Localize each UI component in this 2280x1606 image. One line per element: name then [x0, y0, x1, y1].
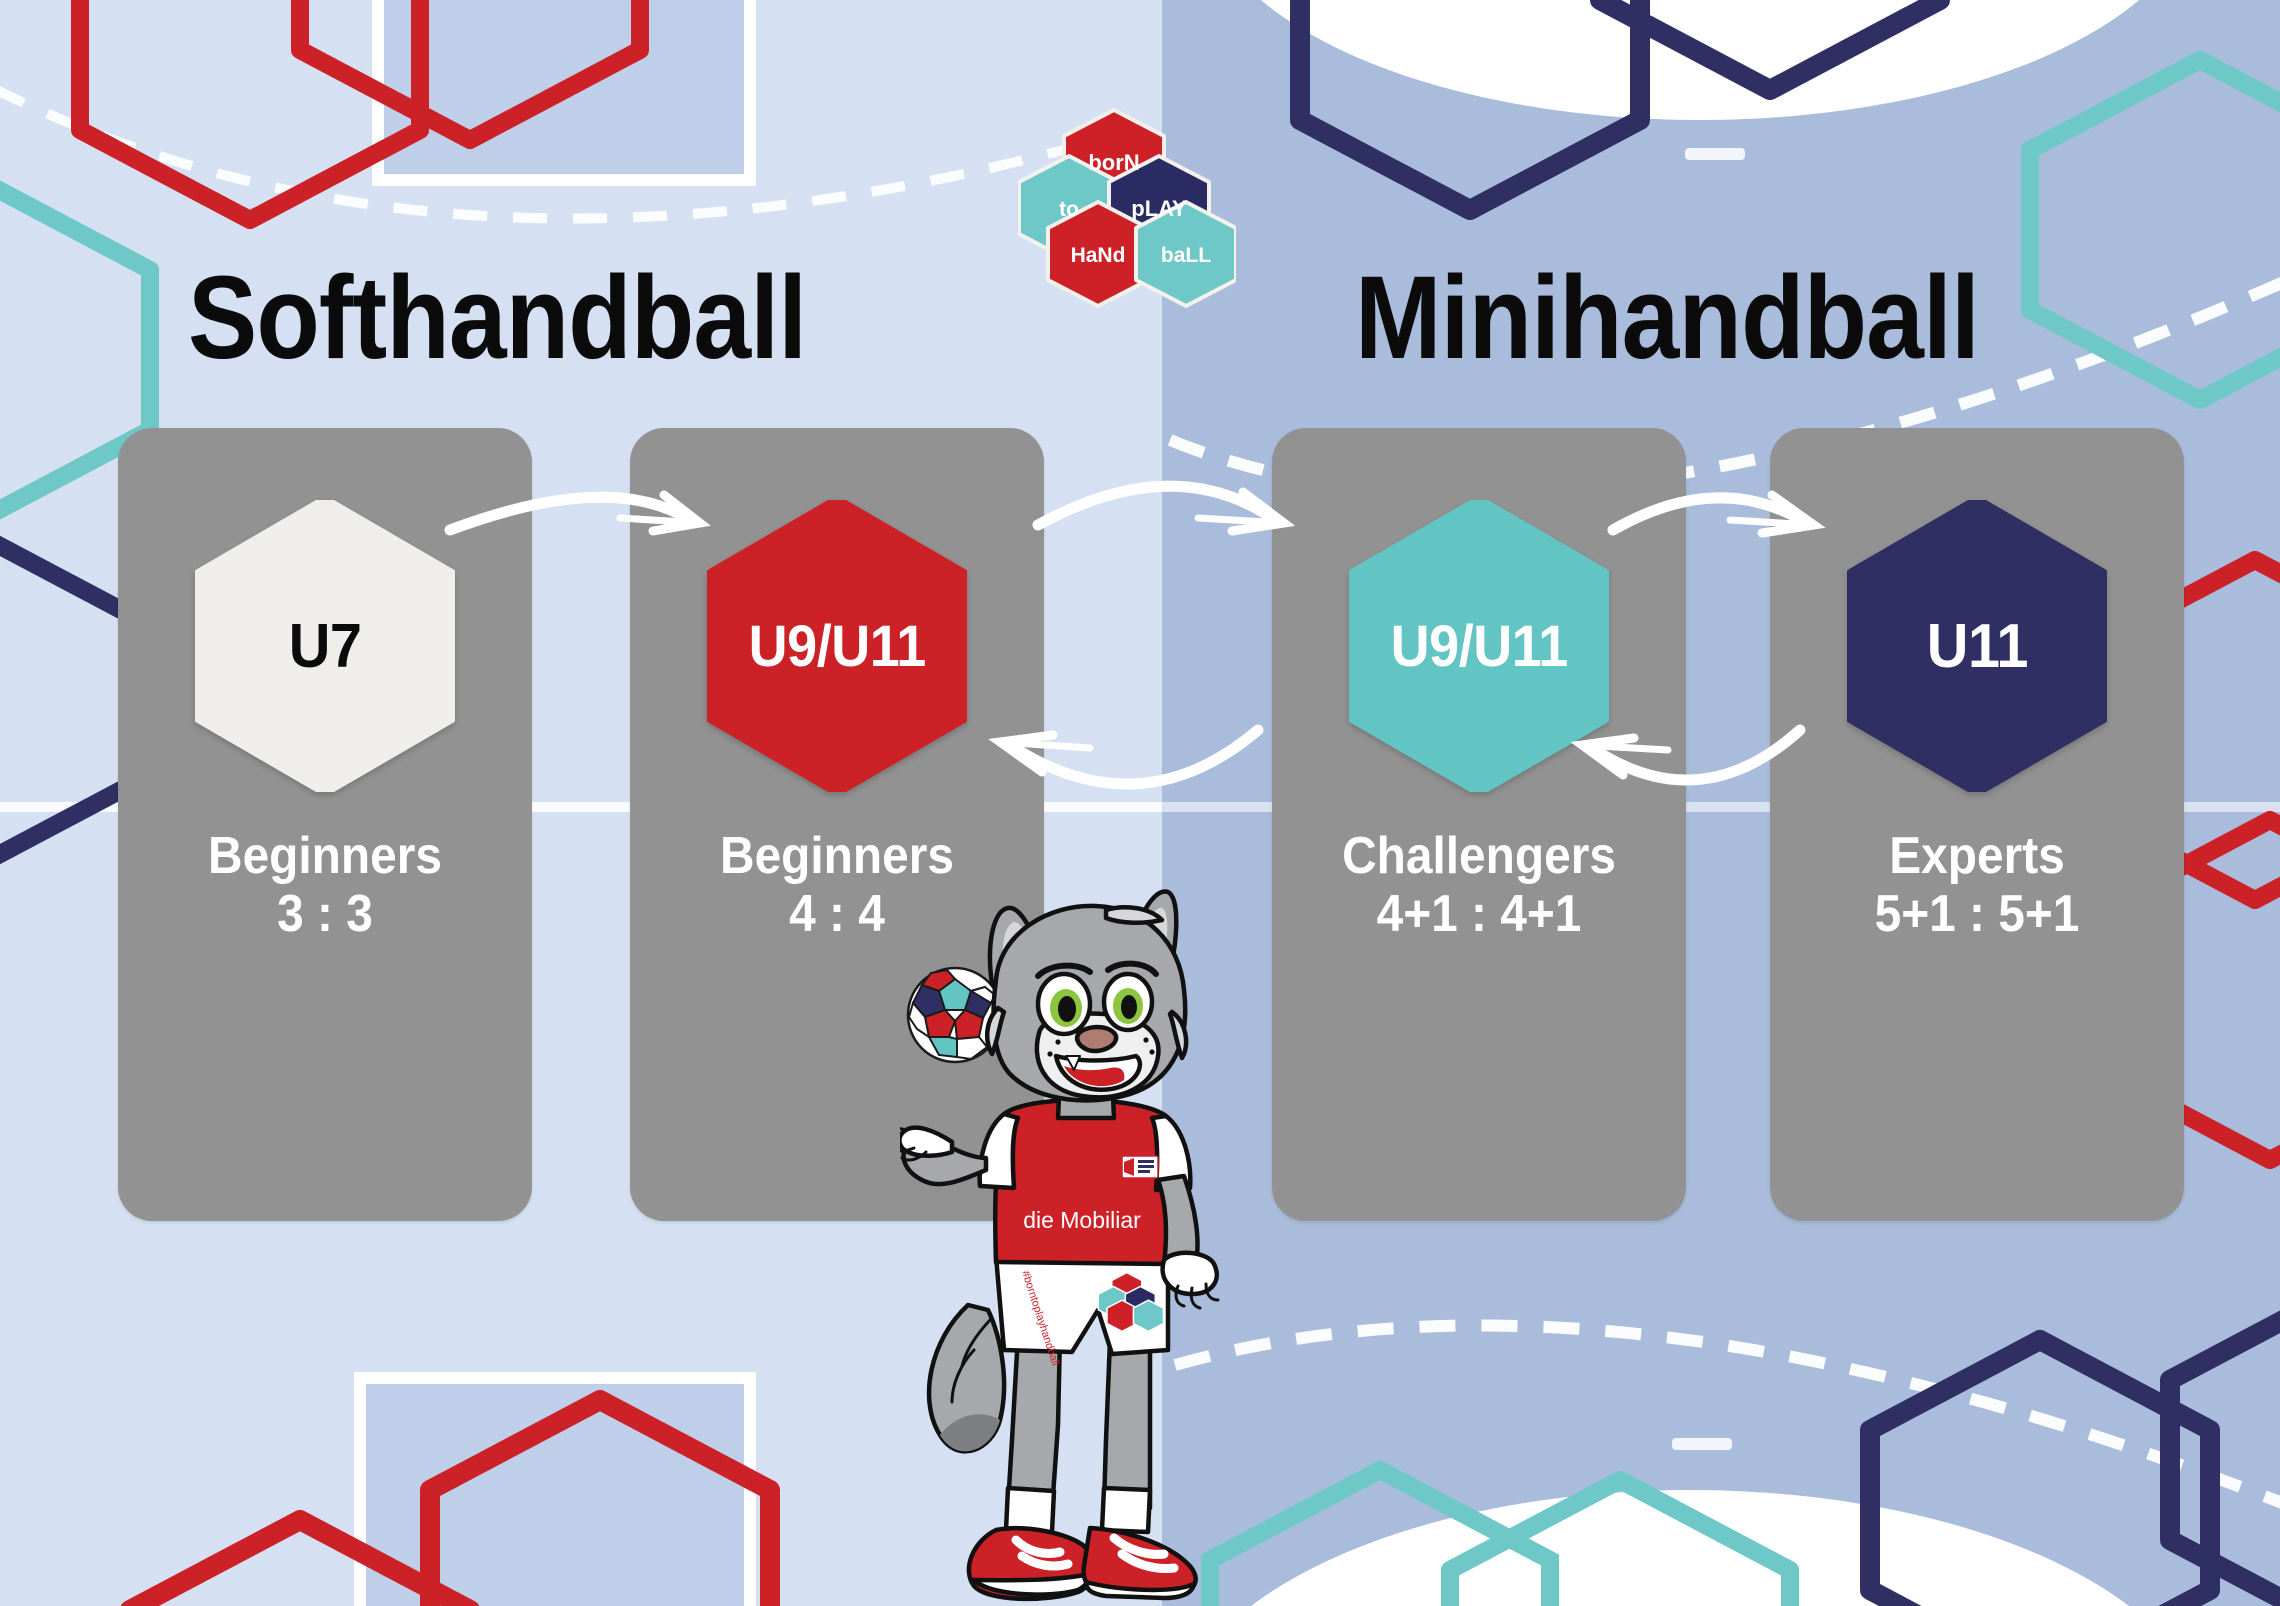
card-caption-u7: Beginners 3 : 3	[118, 828, 532, 946]
card-u9-u11-soft[interactable]: U9/U11 Beginners 4 : 4	[630, 428, 1044, 1221]
logo-text-hand: HaNd	[1071, 244, 1126, 267]
hexagon-u9-u11-soft: U9/U11	[707, 500, 967, 792]
hexagon-u7: U7	[195, 500, 455, 792]
card-role-u9-u11-soft: Beginners	[720, 827, 954, 885]
mascot-hand-right	[1160, 1250, 1219, 1297]
hex-container-u11: U11	[1770, 486, 2184, 806]
card-count-u7: 3 : 3	[277, 885, 373, 944]
logo-text-ball: baLL	[1161, 244, 1211, 267]
hex-label-u9-u11-soft: U9/U11	[748, 613, 926, 679]
mascot-shorts-logo	[1097, 1271, 1165, 1333]
hex-outline-teal-bottom-left	[1201, 1459, 1559, 1606]
court-markings-right	[1162, 0, 2280, 1606]
hex-label-u11: U11	[1926, 611, 2028, 681]
mascot-jersey-badge	[1121, 1155, 1159, 1179]
logo-text-to: to	[1059, 198, 1079, 221]
card-count-u9-u11-mini: 4+1 : 4+1	[1376, 885, 1582, 944]
born-to-play-handball-logo: borN to pLAY HaNd baLL	[1017, 108, 1238, 308]
card-role-u11: Experts	[1889, 827, 2065, 885]
hex-container-u7: U7	[118, 486, 532, 806]
logo-text-play: pLAY	[1131, 196, 1187, 221]
title-minihandball: Minihandball	[1355, 252, 1980, 384]
cat-mascot: die Mobiliar #borntoplayhandball	[900, 889, 1220, 1602]
logo-text-born: borN	[1088, 150, 1139, 175]
card-u11[interactable]: U11 Experts 5+1 : 5+1	[1770, 428, 2184, 1221]
card-role-u7: Beginners	[208, 827, 442, 885]
mascot-jersey	[993, 1097, 1178, 1267]
card-caption-u9-u11-mini: Challengers 4+1 : 4+1	[1272, 828, 1686, 946]
handball	[906, 966, 1004, 1064]
hex-container-u9-u11-soft: U9/U11	[630, 486, 1044, 806]
hex-container-u9-u11-mini: U9/U11	[1272, 486, 1686, 806]
hex-label-u9-u11-mini: U9/U11	[1390, 613, 1568, 679]
card-caption-u11: Experts 5+1 : 5+1	[1770, 828, 2184, 946]
hexagon-u9-u11-mini: U9/U11	[1349, 500, 1609, 792]
card-role-u9-u11-mini: Challengers	[1342, 827, 1616, 885]
hex-label-u7: U7	[288, 611, 362, 681]
card-count-u11: 5+1 : 5+1	[1874, 885, 2080, 944]
card-u7[interactable]: U7 Beginners 3 : 3	[118, 428, 532, 1221]
mascot-leg-right	[1101, 1337, 1153, 1511]
card-count-u9-u11-soft: 4 : 4	[789, 885, 885, 944]
title-softhandball: Softhandball	[188, 252, 807, 384]
mascot-nose	[1075, 1024, 1119, 1054]
card-caption-u9-u11-soft: Beginners 4 : 4	[630, 828, 1044, 946]
mascot-jersey-text: die Mobiliar	[1023, 1207, 1141, 1233]
card-u9-u11-mini[interactable]: U9/U11 Challengers 4+1 : 4+1	[1272, 428, 1686, 1221]
hexagon-u11: U11	[1847, 500, 2107, 792]
